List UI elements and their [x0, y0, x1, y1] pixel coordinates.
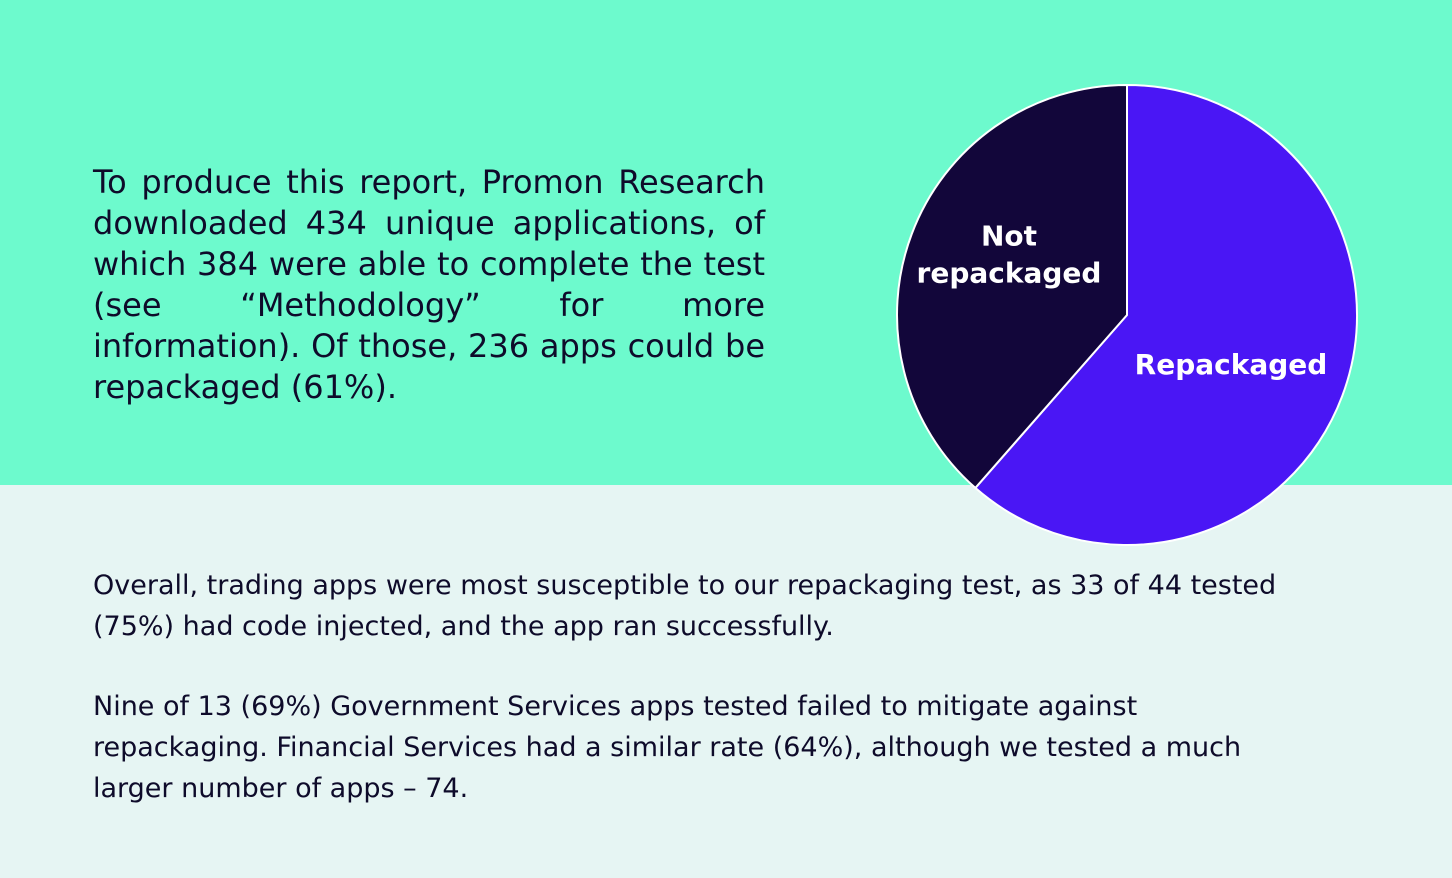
pie-chart: Repackaged Not repackaged: [896, 83, 1358, 546]
pie-slice-repackaged: [973, 83, 1358, 546]
bottom-band: [0, 485, 1452, 878]
trading-apps-paragraph: Overall, trading apps were most suscepti…: [93, 570, 1277, 642]
pie-label-repackaged: Repackaged: [1135, 348, 1328, 381]
pie-label-not-repackaged: Not repackaged: [917, 220, 1102, 290]
government-financial-paragraph: Nine of 13 (69%) Government Services app…: [93, 691, 1242, 804]
pie-slice-not-repackaged: [896, 83, 1128, 490]
intro-text: To produce this report, Promon Research …: [93, 163, 765, 406]
